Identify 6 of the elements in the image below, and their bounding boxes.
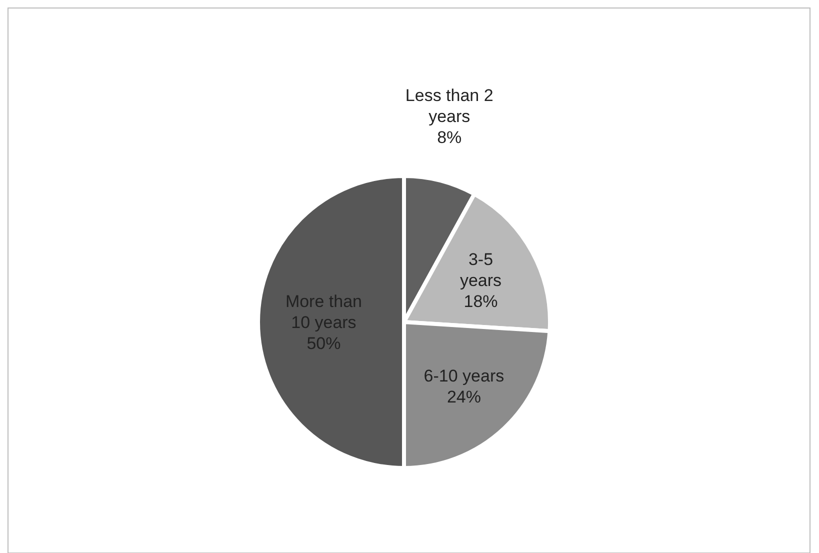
- slice-label: 6-10 years: [424, 366, 504, 386]
- data-label: 8%: [437, 128, 462, 148]
- data-label: 24%: [446, 387, 481, 406]
- slice-label: 3-5 years: [460, 250, 502, 290]
- slice-label: Less than 2 years: [405, 86, 494, 126]
- data-label: 18%: [464, 292, 498, 311]
